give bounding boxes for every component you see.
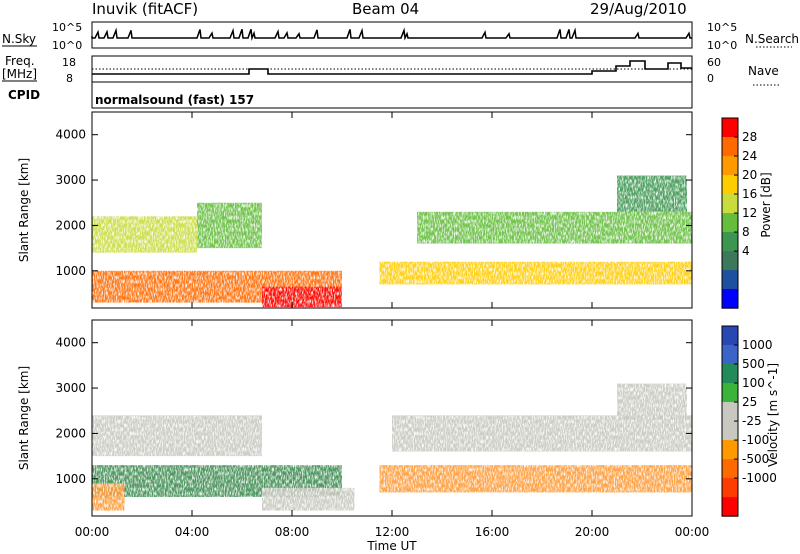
search-tick-top: 10^5: [707, 21, 737, 34]
y-tick-label: 4000: [55, 336, 86, 350]
colorbar-swatch: [722, 478, 738, 498]
velocity-colorbar: 1000 500 100 25 -25 -100 -500 -1000: [721, 325, 777, 517]
power-y-axis: 1000 2000 3000 4000: [55, 128, 692, 278]
date-title: 29/Aug/2010: [590, 0, 687, 18]
time-tick-label: 12:00: [375, 525, 410, 539]
colorbar-tick-label: 100: [742, 376, 765, 390]
velocity-panel: 1000 2000 3000 4000 Slant Range [km] 1000 50…: [17, 319, 780, 517]
colorbar-swatch: [722, 213, 738, 233]
power-panel: 1000 2000 3000 4000 Slant Range [km] 28 24 20…: [17, 111, 773, 309]
colorbar-swatch: [722, 289, 738, 309]
cpid-value: normalsound (fast) 157: [95, 93, 254, 107]
colorbar-tick-label: 16: [742, 187, 757, 201]
nave-tick-bottom: 0: [707, 72, 714, 85]
y-tick-label: 2000: [55, 426, 86, 440]
colorbar-tick-label: 1000: [742, 338, 773, 352]
freq-trace: [92, 60, 692, 75]
nave-tick-top: 60: [707, 56, 721, 69]
colorbar-tick-label: 20: [742, 168, 757, 182]
power-colorbar: 28 24 20 16 12 8 4: [721, 117, 757, 309]
time-axis-label: Time UT: [366, 539, 417, 553]
y-tick-label: 1000: [55, 472, 86, 486]
sky-search-strip: N.Sky 10^5 10^0 10^5 10^0 N.Search: [2, 21, 799, 52]
colorbar-swatch: [722, 137, 738, 157]
power-speckle: [92, 112, 692, 308]
sky-strip-frame: [91, 21, 693, 49]
nave-label: Nave: [748, 64, 779, 78]
colorbar-swatch: [722, 497, 738, 517]
colorbar-tick-label: -500: [742, 452, 769, 466]
freq-label: Freq.: [5, 54, 35, 68]
velocity-speckle: [92, 320, 692, 516]
colorbar-tick-label: -100: [742, 433, 769, 447]
sky-trace: [91, 27, 692, 41]
search-tick-bottom: 10^0: [707, 39, 737, 52]
power-ylabel: Slant Range [km]: [17, 158, 31, 262]
colorbar-swatch: [722, 270, 738, 290]
velocity-colorbar-title: Velocity [m s^-1]: [766, 363, 780, 467]
colorbar-swatch: [722, 194, 738, 214]
colorbar-tick-label: 12: [742, 206, 757, 220]
time-tick-label: 08:00: [275, 525, 310, 539]
cpid-label: CPID: [8, 88, 40, 102]
sky-tick-top: 10^5: [52, 21, 82, 34]
colorbar-swatch: [722, 118, 738, 138]
colorbar-tick-label: 28: [742, 130, 757, 144]
freq-unit-label: [MHz]: [2, 67, 37, 81]
time-tick-label: 20:00: [575, 525, 610, 539]
colorbar-tick-label: -25: [742, 414, 762, 428]
colorbar-swatch: [722, 251, 738, 271]
colorbar-swatch: [722, 364, 738, 384]
time-tick-label: 00:00: [75, 525, 110, 539]
y-tick-label: 1000: [55, 264, 86, 278]
freq-tick-bottom: 8: [66, 72, 73, 85]
freq-nave-strip: Freq. [MHz] 18 8 60 0 Nave: [2, 54, 781, 86]
colorbar-swatch: [722, 421, 738, 441]
colorbar-swatch: [722, 440, 738, 460]
sky-tick-bottom: 10^0: [52, 39, 82, 52]
nsky-label: N.Sky: [2, 32, 36, 46]
colorbar-tick-label: 500: [742, 357, 765, 371]
beam-title: Beam 04: [352, 0, 420, 18]
cpid-strip: CPID normalsound (fast) 157: [8, 81, 693, 109]
time-tick-label: 00:00: [675, 525, 710, 539]
y-tick-label: 4000: [55, 128, 86, 142]
colorbar-swatch: [722, 326, 738, 346]
colorbar-swatch: [722, 175, 738, 195]
velocity-ylabel: Slant Range [km]: [17, 366, 31, 470]
cpid-strip-frame: [91, 81, 693, 109]
colorbar-tick-label: -1000: [742, 471, 777, 485]
colorbar-swatch: [722, 459, 738, 479]
nsearch-label: N.Search: [745, 32, 799, 46]
colorbar-tick-label: 4: [742, 244, 750, 258]
y-tick-label: 3000: [55, 173, 86, 187]
power-colorbar-title: Power [dB]: [759, 172, 773, 237]
time-tick-label: 04:00: [175, 525, 210, 539]
colorbar-tick-label: 25: [742, 395, 757, 409]
colorbar-swatch: [722, 156, 738, 176]
freq-tick-top: 18: [62, 56, 76, 69]
freq-strip-frame: [91, 55, 693, 83]
colorbar-tick-label: 24: [742, 149, 757, 163]
station-title: Inuvik (fitACF): [92, 0, 199, 18]
velocity-y-axis: 1000 2000 3000 4000: [55, 336, 692, 486]
y-tick-label: 3000: [55, 381, 86, 395]
colorbar-swatch: [722, 345, 738, 365]
colorbar-swatch: [722, 383, 738, 403]
time-tick-label: 16:00: [475, 525, 510, 539]
colorbar-swatch: [722, 232, 738, 252]
time-axis: 00:00 04:00 08:00 12:00 16:00 20:00 00:00: [75, 112, 710, 539]
y-tick-label: 2000: [55, 218, 86, 232]
colorbar-swatch: [722, 402, 738, 422]
colorbar-tick-label: 8: [742, 225, 750, 239]
